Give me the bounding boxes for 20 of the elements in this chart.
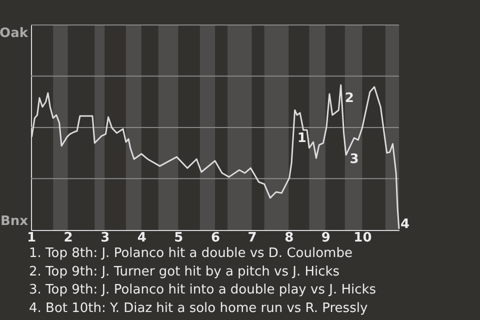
x-tick-label: 4 — [137, 230, 146, 246]
x-tick-label: 2 — [64, 230, 73, 246]
x-tick-label: 6 — [210, 230, 220, 246]
x-tick-label: 1 — [26, 230, 36, 246]
x-tick-label: 3 — [100, 230, 110, 246]
annotation: 4 — [400, 217, 410, 232]
annotation: 2 — [344, 91, 354, 106]
annotation: 3 — [350, 152, 359, 168]
x-tick-label: 8 — [284, 230, 294, 246]
text: Oak — [0, 26, 28, 41]
x-tick-label: 9 — [321, 230, 330, 246]
annotation: 1 — [297, 131, 306, 146]
x-tick-label: 10 — [354, 230, 372, 246]
text: Bnx — [0, 214, 29, 229]
text: 4. Bot 10th: Y. Diaz hit a solo home run vs R. Pressly — [29, 300, 368, 316]
x-tick-label: 5 — [174, 230, 184, 246]
text: 2. Top 9th: J. Turner got hit by a pitch vs J. Hicks — [29, 264, 340, 280]
x-tick-label: 7 — [248, 230, 257, 246]
text: 1. Top 8th: J. Polanco hit a double vs D. Coulombe — [29, 246, 352, 261]
text: 3. Top 9th: J. Polanco hit into a double play vs J. Hicks — [29, 282, 376, 298]
